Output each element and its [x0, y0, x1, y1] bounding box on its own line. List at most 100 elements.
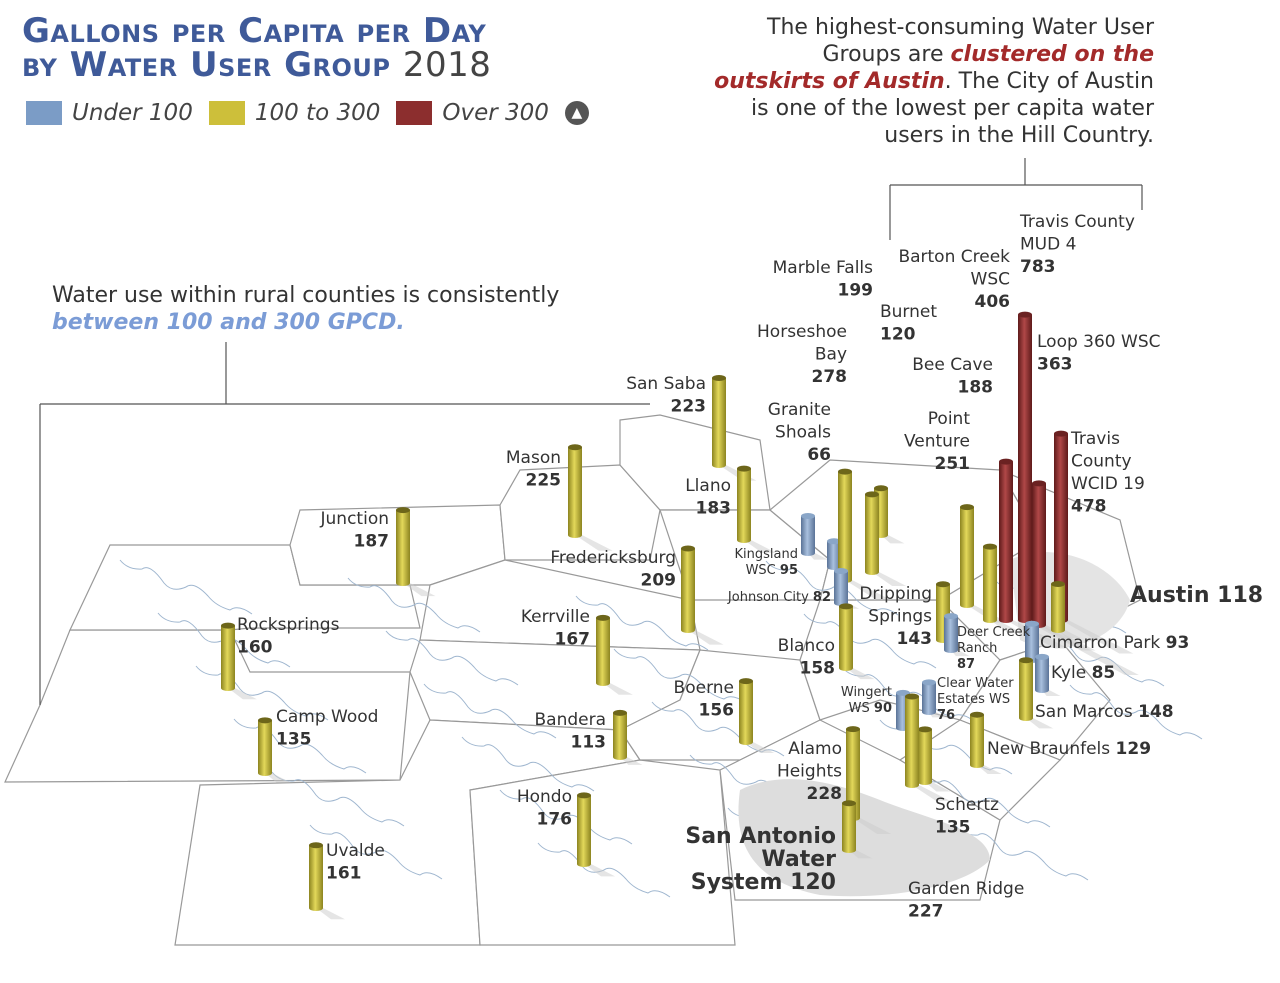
bar-body	[827, 541, 841, 567]
bar-top	[596, 614, 610, 621]
label-name: MUD 4	[1020, 235, 1076, 255]
bar-hondo	[577, 792, 616, 877]
annotation-right: The highest-consuming Water User Groups …	[714, 14, 1154, 149]
label-value: 223	[671, 397, 707, 417]
bar-base	[865, 569, 879, 575]
bar-shadow	[228, 688, 257, 700]
bar-top	[258, 717, 272, 724]
label-san-antonio-water-system: San Antonio Water System 120	[685, 824, 836, 895]
bar-body	[944, 616, 958, 650]
bar-body	[1054, 433, 1068, 620]
bar-top	[1019, 657, 1033, 664]
label-san-marcos: San Marcos 148	[1035, 702, 1174, 722]
bar-shadow	[1058, 630, 1082, 639]
label-bandera: Bandera 113	[534, 710, 606, 753]
label-name: Horseshoe	[757, 322, 847, 342]
bar-body	[960, 507, 974, 605]
bar-shadow	[688, 630, 724, 645]
bar-top	[838, 468, 852, 475]
label-name: Heights	[777, 762, 842, 782]
annotation-highlight: clustered on the outskirts of Austin	[714, 42, 1154, 94]
bar-deer-creek-ranch	[944, 613, 970, 657]
bar-top	[221, 622, 235, 629]
label-alamo-heights: Alamo Heights 228	[777, 739, 842, 804]
label-austin: Austin 118	[1130, 583, 1263, 608]
label-name: Barton Creek	[898, 247, 1010, 267]
title-year: 2018	[402, 45, 492, 85]
label-value: 183	[696, 499, 732, 519]
label-value: 209	[641, 571, 677, 591]
bar-shadow	[575, 535, 613, 551]
label-granite-shoals: Granite Shoals 66	[768, 400, 831, 465]
bar-body	[739, 681, 753, 742]
label-name: Clear Water	[937, 676, 1014, 691]
page-title: Gallons per Capita per Day by Water User…	[22, 14, 491, 82]
legend-item-over-300: Over 300	[396, 100, 549, 126]
label-name: Garden Ridge	[908, 879, 1024, 899]
label-value: 93	[1166, 633, 1190, 653]
label-value: 160	[237, 638, 273, 658]
label-value: 66	[807, 445, 831, 465]
label-name: San Saba	[626, 374, 706, 394]
bar-boerne	[739, 678, 775, 753]
bar-shadow	[316, 908, 345, 920]
label-blanco: Blanco 158	[778, 636, 835, 679]
bar-base	[839, 665, 853, 671]
label-value: 87	[957, 657, 975, 672]
label-value: 187	[354, 532, 390, 552]
label-value: 143	[897, 629, 933, 649]
river	[575, 595, 709, 651]
bar-base	[842, 847, 856, 853]
bar-top	[905, 693, 919, 700]
bar-top	[712, 375, 726, 382]
bar-body	[970, 714, 984, 765]
bar-top	[739, 678, 753, 685]
label-travis-county-wcid-19: Travis County WCID 19 478	[1070, 429, 1145, 517]
label-new-braunfels: New Braunfels 129	[987, 739, 1151, 759]
label-llano: Llano 183	[685, 476, 731, 519]
label-loop-360-wsc: Loop 360 WSC 363	[1037, 332, 1161, 375]
label-travis-county-mud-4: Travis County MUD 4 783	[1019, 212, 1135, 277]
legend-label: 100 to 300	[254, 100, 381, 126]
bar-bee-cave	[983, 543, 1023, 634]
bar-base	[999, 617, 1013, 623]
label-name: Fredericksburg	[550, 548, 676, 568]
label-name: Boerne	[674, 678, 734, 698]
bar-top	[801, 512, 815, 519]
label-value: 129	[1116, 739, 1152, 759]
label-value: 135	[276, 730, 312, 750]
bar-top	[1035, 653, 1049, 660]
bar-body	[918, 729, 932, 782]
bar-shadow	[849, 850, 873, 859]
river	[423, 683, 557, 739]
label-name: Bee Cave	[912, 355, 993, 375]
legend-swatch	[396, 101, 433, 125]
label-kerrville: Kerrville 167	[521, 607, 590, 650]
label-value: 156	[699, 701, 735, 721]
legend-label: Under 100	[72, 100, 193, 126]
bar-top	[944, 613, 958, 620]
bar-base	[801, 550, 815, 556]
label-value: 118	[1217, 583, 1263, 608]
label-value: 120	[880, 325, 916, 345]
label-name: Llano	[685, 476, 731, 496]
bar-body	[834, 571, 848, 603]
bar-base	[681, 627, 695, 633]
bar-body	[1035, 656, 1049, 690]
label-name: Wingert	[841, 685, 892, 700]
label-name: Dripping	[859, 584, 932, 604]
bar-base	[970, 762, 984, 768]
bar-shadow	[584, 864, 616, 877]
label-name: WCID 19	[1071, 474, 1145, 494]
bracket-left	[39, 342, 650, 705]
label-name: Bay	[815, 345, 847, 365]
bar-top	[834, 568, 848, 575]
bar-shadow	[265, 773, 291, 783]
legend-swatch	[208, 101, 245, 125]
label-name: Shoals	[775, 423, 831, 443]
legend-label: Over 300	[442, 100, 549, 126]
bar-top	[568, 444, 582, 451]
label-name: Granite	[768, 400, 831, 420]
label-name: Travis	[1070, 429, 1120, 449]
bar-marble-falls	[865, 491, 907, 586]
